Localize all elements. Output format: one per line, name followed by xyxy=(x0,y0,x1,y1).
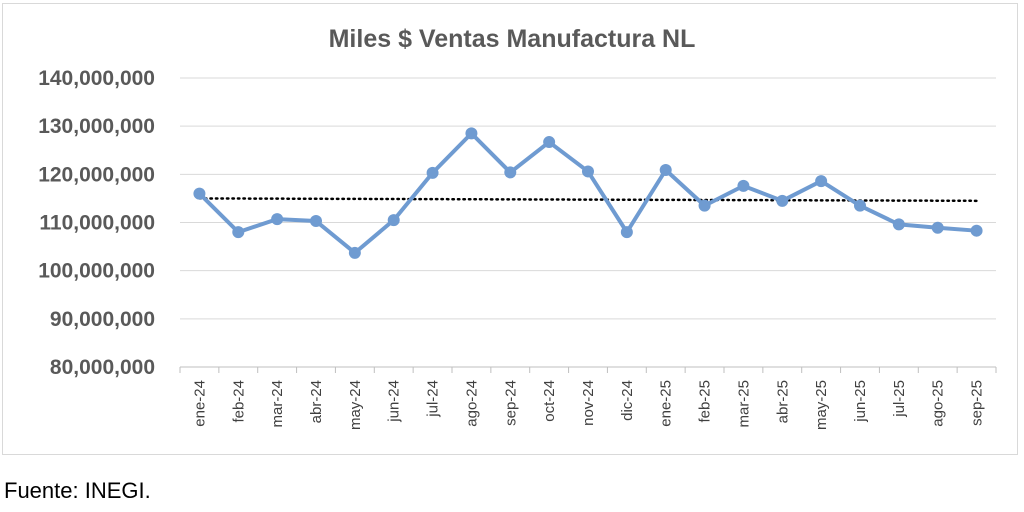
data-point xyxy=(504,166,517,179)
data-point xyxy=(659,163,672,176)
x-tick-label: mar-25 xyxy=(735,380,752,428)
x-tick-label: abr-25 xyxy=(774,380,791,423)
data-point xyxy=(620,226,633,239)
x-tick-label: may-24 xyxy=(347,380,364,430)
y-tick-label: 100,000,000 xyxy=(38,260,155,283)
data-point xyxy=(310,215,322,228)
x-tick-label: jun-24 xyxy=(386,380,403,423)
data-point xyxy=(193,187,206,200)
data-point xyxy=(892,218,905,231)
data-point xyxy=(970,224,983,237)
y-tick-label: 110,000,000 xyxy=(39,212,155,235)
x-tick-label: abr-24 xyxy=(308,380,325,423)
data-point xyxy=(931,221,944,234)
y-tick-label: 90,000,000 xyxy=(50,308,155,331)
x-tick-label: dic-24 xyxy=(619,380,636,421)
data-point xyxy=(387,214,400,227)
x-tick-label: jul-24 xyxy=(425,380,442,418)
x-tick-label: sep-25 xyxy=(969,380,986,426)
data-point xyxy=(854,199,866,212)
x-tick-label: ene-25 xyxy=(658,380,675,427)
x-tick-label: sep-24 xyxy=(502,380,519,426)
x-tick-label: ago-25 xyxy=(930,380,947,427)
data-point xyxy=(582,165,594,178)
x-tick-label: ene-24 xyxy=(191,380,208,427)
series-layer xyxy=(193,127,983,259)
data-point xyxy=(271,213,284,226)
y-tick-label: 140,000,000 xyxy=(38,67,155,90)
data-point xyxy=(737,179,750,192)
x-tick-label: nov-24 xyxy=(580,380,597,426)
data-point xyxy=(698,199,711,212)
data-point xyxy=(426,166,439,179)
x-tick-label: mar-24 xyxy=(269,380,286,428)
chart-title: Miles $ Ventas Manufactura NL xyxy=(329,25,696,53)
x-tick-label: oct-24 xyxy=(541,380,558,422)
source-note: Fuente: INEGI. xyxy=(4,478,151,503)
data-point xyxy=(815,175,828,188)
x-tick-label: jul-25 xyxy=(891,380,908,418)
gridlines xyxy=(180,77,996,320)
y-tick-label: 130,000,000 xyxy=(38,115,155,138)
data-point xyxy=(232,226,245,239)
data-point xyxy=(465,127,478,140)
data-point xyxy=(776,194,789,207)
x-tick-label: jun-25 xyxy=(852,380,869,423)
line-chart: Miles $ Ventas Manufactura NL 80,000,000… xyxy=(38,25,997,430)
x-axis: ene-24 feb-24 mar-24 abr-24 may-24 jun-24 jul-… xyxy=(179,366,997,430)
y-axis: 80,000,000 90,000,000 100,000,000 110,000,0… xyxy=(38,67,155,379)
series-line xyxy=(197,131,979,255)
x-tick-label: feb-24 xyxy=(230,380,247,423)
y-tick-label: 120,000,000 xyxy=(38,163,155,186)
data-point xyxy=(543,136,556,149)
x-tick-label: may-25 xyxy=(813,380,830,430)
x-tick-label: feb-25 xyxy=(697,380,714,423)
y-tick-label: 80,000,000 xyxy=(50,356,155,379)
x-tick-label: ago-24 xyxy=(463,380,480,427)
data-point xyxy=(348,246,361,259)
